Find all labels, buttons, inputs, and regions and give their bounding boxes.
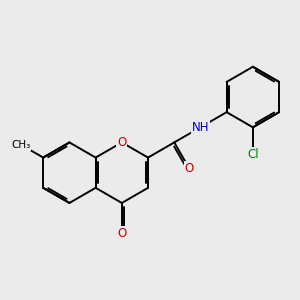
Text: O: O (117, 227, 127, 240)
Text: CH₃: CH₃ (11, 140, 31, 150)
Text: O: O (117, 136, 127, 149)
Text: O: O (185, 162, 194, 175)
Text: NH: NH (192, 121, 209, 134)
Text: Cl: Cl (247, 148, 259, 161)
